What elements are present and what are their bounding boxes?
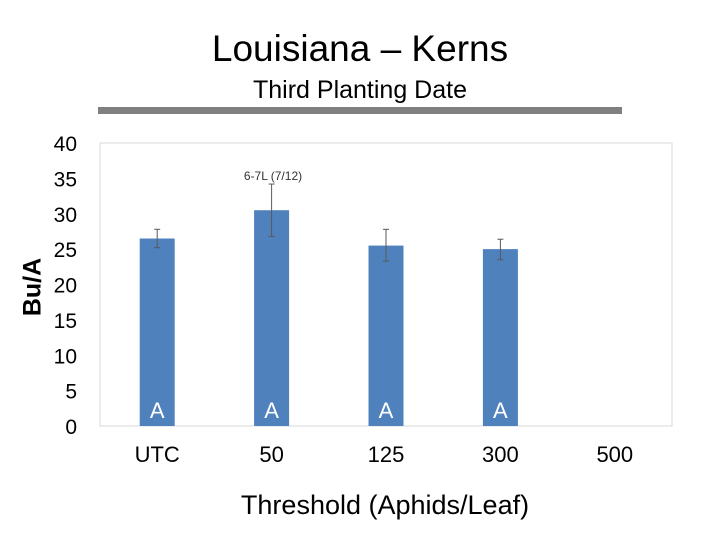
y-tick-label: 40 [54,133,77,156]
slide-title: Louisiana – Kerns [211,28,509,69]
bar-letter: A [379,398,394,423]
x-tick-labels: UTC 50 125 300 500 [135,442,634,467]
title-divider [98,107,622,114]
y-tick-label: 10 [54,345,77,368]
x-axis-label: Threshold (Aphids/Leaf) [240,490,530,520]
y-tick-label: 25 [54,239,77,262]
x-tick-label: 50 [259,442,283,467]
y-tick-labels: 0 5 10 15 20 25 30 35 40 [54,133,77,439]
bar [482,249,518,426]
bar [368,245,404,426]
y-tick-label: 30 [54,204,77,227]
bar-letter: A [493,398,508,423]
bars [139,210,518,426]
y-tick-label: 0 [65,416,77,439]
bar-letter: A [264,398,279,423]
chart-annotation: 6-7L (7/12) [244,169,302,183]
error-bars [154,183,504,262]
y-tick-label: 20 [54,275,77,298]
x-tick-label: 300 [482,442,519,467]
x-tick-label: 500 [596,442,633,467]
y-tick-label: 5 [65,381,77,404]
y-tick-label: 15 [54,310,77,333]
y-axis-label: Bu/A [18,257,47,317]
slide-subtitle: Third Planting Date [252,76,467,104]
bar [139,238,175,426]
bar-letter: A [150,398,165,423]
y-tick-label: 35 [54,168,77,191]
bar [254,210,290,426]
x-tick-label: 125 [368,442,405,467]
x-tick-label: UTC [135,442,180,467]
